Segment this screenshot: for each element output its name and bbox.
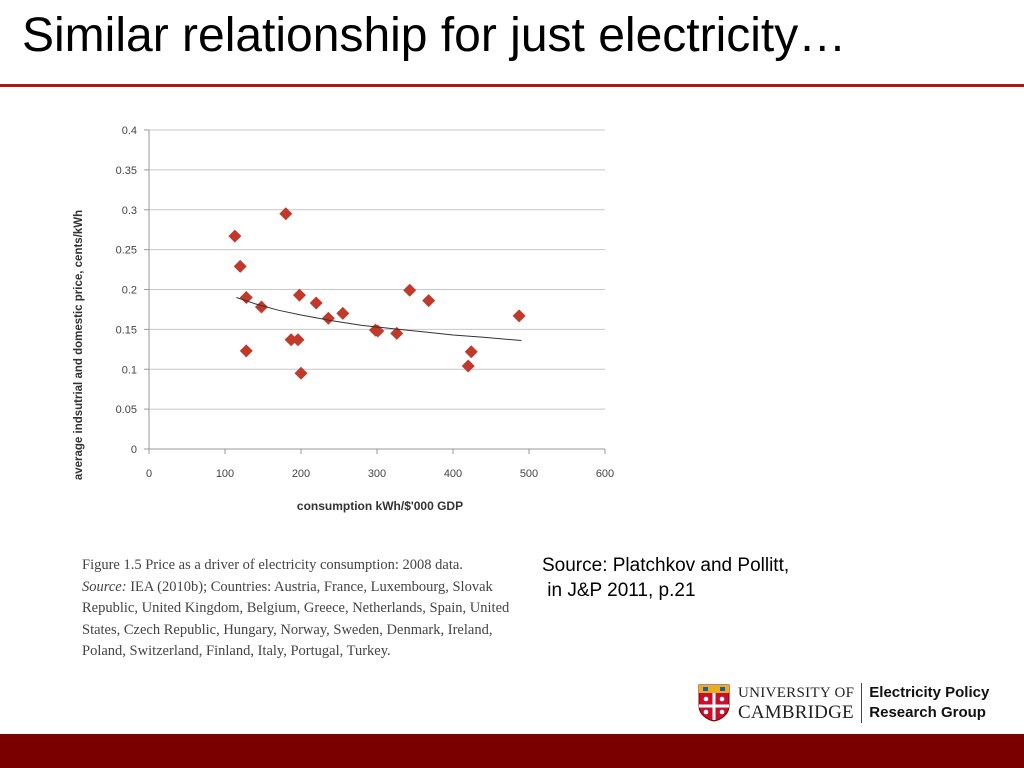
y-tick-label: 0.15: [116, 324, 137, 336]
data-point: [422, 294, 436, 308]
university-line1: UNIVERSITY OF: [738, 685, 855, 701]
scatter-chart: 0 0.05 0.1 0.15 0.2 0.25 0.3 0.35 0.4 0 100 200 300…: [73, 125, 614, 513]
slide-title: Similar relationship for just electricit…: [22, 9, 847, 62]
y-tick-label: 0.2: [122, 285, 137, 297]
x-axis-label: consumption kWh/$'000 GDP: [297, 499, 463, 513]
grid-lines: [144, 129, 606, 454]
data-point: [254, 300, 268, 314]
caption-line1: Figure 1.5 Price as a driver of electric…: [82, 557, 463, 573]
data-point: [239, 290, 253, 304]
group-line1: Electricity Policy: [869, 684, 990, 701]
y-tick-label: 0.1: [122, 364, 137, 376]
data-point: [309, 296, 323, 310]
x-tick-label: 200: [292, 468, 310, 480]
caption-source-text: IEA (2010b); Countries: Austria, France,…: [82, 578, 510, 660]
x-tick-label: 300: [368, 468, 386, 480]
y-tick-label: 0.4: [122, 125, 137, 137]
x-tick-label: 600: [596, 468, 614, 480]
y-tick-label: 0.25: [116, 245, 137, 257]
cambridge-shield-icon: [698, 684, 730, 722]
university-line2: CAMBRIDGE: [738, 702, 854, 723]
x-axis-ticks: 0 100 200 300 400 500 600: [146, 468, 614, 480]
source-line2: in J&P 2011, p.21: [542, 580, 696, 601]
data-point: [279, 207, 293, 221]
university-name: UNIVERSITY OF CAMBRIDGE: [738, 683, 854, 723]
research-group-name: Electricity Policy Research Group: [869, 683, 989, 723]
y-tick-label: 0.3: [122, 205, 137, 217]
figure-caption: Figure 1.5 Price as a driver of electric…: [82, 555, 532, 663]
source-citation: Source: Platchkov and Pollitt, in J&P 20…: [542, 553, 789, 603]
trend-line: [236, 297, 522, 341]
data-point: [336, 306, 350, 320]
data-point: [233, 259, 247, 273]
cambridge-eprg-logo: UNIVERSITY OF CAMBRIDGE Electricity Poli…: [698, 682, 989, 724]
data-point: [228, 229, 242, 243]
data-point: [390, 326, 404, 340]
caption-source-label: Source:: [82, 578, 127, 595]
data-point: [464, 345, 478, 359]
y-axis-ticks: 0 0.05 0.1 0.15 0.2 0.25 0.3 0.35 0.4: [116, 125, 137, 456]
data-points: [228, 207, 526, 380]
x-tick-label: 100: [216, 468, 234, 480]
data-point: [403, 283, 417, 297]
footer-bar: [0, 734, 1024, 768]
data-point: [294, 366, 308, 380]
x-tick-label: 500: [520, 468, 538, 480]
title-divider: [0, 84, 1024, 87]
source-line1: Source: Platchkov and Pollitt,: [542, 555, 790, 576]
data-point: [321, 311, 335, 325]
x-tick-label: 0: [146, 468, 152, 480]
x-tick-label: 400: [444, 468, 462, 480]
data-point: [284, 333, 298, 347]
data-point: [292, 288, 306, 302]
logo-divider: [861, 683, 863, 723]
group-line2: Research Group: [869, 704, 986, 721]
y-axis-label: average indsutrial and domestic price, c…: [73, 210, 85, 480]
data-point: [239, 344, 253, 358]
data-point: [512, 309, 526, 323]
y-tick-label: 0.35: [116, 165, 137, 177]
data-point: [291, 333, 305, 347]
y-tick-label: 0.05: [116, 404, 137, 416]
data-point: [461, 359, 475, 373]
y-tick-label: 0: [131, 444, 137, 456]
